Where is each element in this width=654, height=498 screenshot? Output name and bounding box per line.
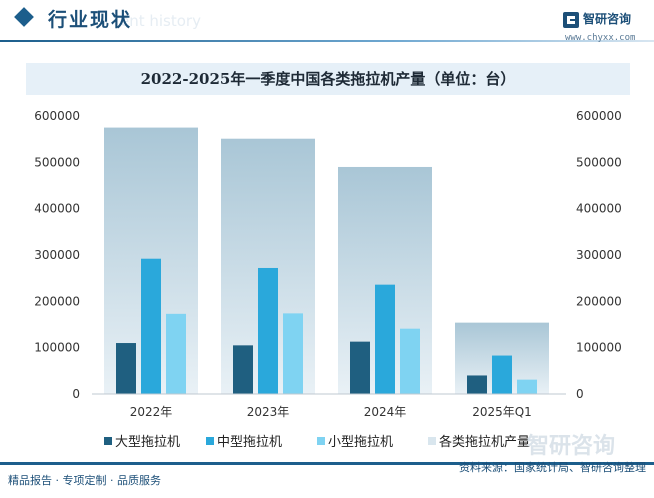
series-bar [467, 375, 487, 394]
y-tick-label-left: 100000 [34, 341, 80, 355]
x-tick-label: 2022年 [130, 405, 173, 419]
legend-label: 中型拖拉机 [217, 435, 282, 450]
series-bar [375, 284, 395, 394]
header-rule [0, 40, 654, 42]
series-bar [258, 267, 278, 394]
y-tick-label-right: 100000 [576, 341, 622, 355]
legend-label: 大型拖拉机 [115, 435, 180, 450]
y-tick-label-left: 500000 [34, 155, 80, 169]
brand-logo-icon [563, 12, 579, 28]
y-tick-label-right: 600000 [576, 109, 622, 123]
y-tick-label-right: 500000 [576, 155, 622, 169]
section-ghost-text: ent history [120, 12, 201, 30]
series-bar [350, 341, 370, 394]
y-tick-label-right: 200000 [576, 294, 622, 308]
legend-swatch [104, 437, 112, 445]
legend-swatch [428, 437, 436, 445]
chart-title: 2022-2025年一季度中国各类拖拉机产量（单位：台） [140, 70, 516, 88]
chart-title-bar: 2022-2025年一季度中国各类拖拉机产量（单位：台） [26, 63, 630, 95]
series-bar [283, 313, 303, 394]
y-tick-label-left: 0 [72, 387, 80, 401]
legend-swatch [317, 437, 325, 445]
y-tick-label-right: 300000 [576, 248, 622, 262]
footer-rule [0, 462, 654, 465]
series-bar [517, 379, 537, 394]
legend-label: 各类拖拉机产量 [439, 434, 530, 450]
legend-layer: 大型拖拉机 中型拖拉机 小型拖拉机 各类拖拉机产量 [104, 434, 530, 450]
footer-source: 资料来源：国家统计局、智研咨询整理 [459, 461, 646, 474]
y-tick-label-right: 400000 [576, 202, 622, 216]
axis-layer: 2022年 2023年 2024年 2025年Q1 0 0 100000 100000 2000… [34, 109, 622, 419]
y-tick-label-left: 300000 [34, 248, 80, 262]
x-tick-label: 2023年 [247, 405, 290, 419]
brand-name: 智研咨询 [583, 12, 632, 26]
x-tick-label: 2025年Q1 [472, 405, 532, 419]
series-bar [400, 328, 420, 394]
footer-slogan: 精品报告 · 专项定制 · 品质服务 [8, 474, 161, 487]
x-tick-label: 2024年 [364, 405, 407, 419]
legend-label: 小型拖拉机 [328, 435, 393, 450]
series-bars-layer [116, 258, 537, 394]
series-bar [233, 345, 253, 394]
y-tick-label-left: 400000 [34, 202, 80, 216]
section-title: 行业现状 [48, 9, 133, 31]
legend-swatch [206, 437, 214, 445]
series-bar [116, 343, 136, 394]
brand-url: www.chyxx.com [565, 33, 636, 43]
series-bar [166, 313, 186, 394]
series-bar [492, 355, 512, 394]
y-tick-label-left: 600000 [34, 109, 80, 123]
watermark-text: 智研咨询 [527, 433, 615, 459]
y-tick-label-left: 200000 [34, 294, 80, 308]
header: ent history 行业现状 智研咨询 www.chyxx.com [0, 0, 654, 48]
y-tick-label-right: 0 [576, 387, 584, 401]
series-bar [141, 258, 161, 394]
